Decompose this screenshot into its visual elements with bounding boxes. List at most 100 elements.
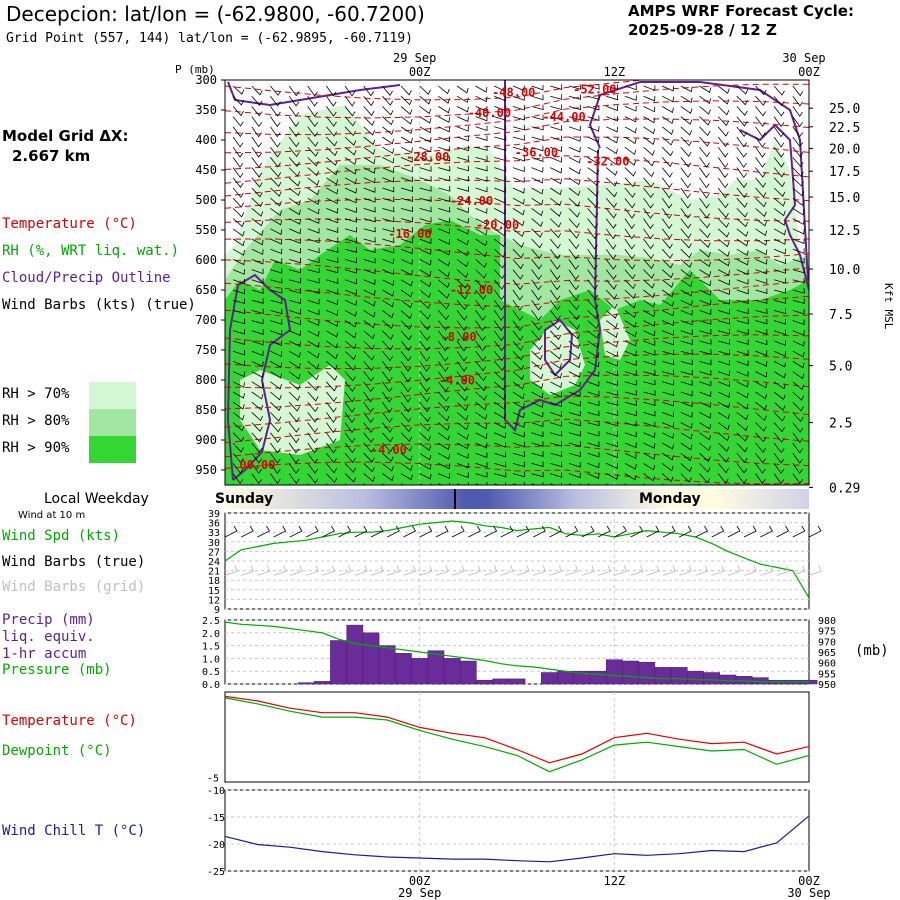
wind-barb	[755, 218, 767, 227]
wind-barb	[475, 186, 488, 193]
wind-barb	[419, 381, 430, 393]
wind-barb	[251, 238, 264, 246]
wind-barb	[773, 146, 785, 158]
wind-barb	[792, 340, 805, 347]
wind-barb	[773, 288, 787, 294]
wind-barb	[251, 288, 264, 294]
pressure-tick-label: 970	[818, 637, 836, 648]
wind-barb	[773, 422, 785, 433]
legend-temp2: Temperature (°C)	[2, 713, 137, 729]
wind-barb	[512, 279, 524, 291]
wind-barb	[680, 369, 693, 376]
precip-bar	[508, 678, 526, 685]
wind-barb-grid	[419, 565, 433, 576]
wind-barb	[736, 401, 749, 410]
wind-barb	[662, 369, 675, 376]
wind-barb	[680, 228, 692, 239]
wind-barb	[326, 350, 338, 360]
wind-barb	[643, 177, 655, 188]
wind-barb	[288, 361, 301, 369]
wind-barb	[512, 330, 524, 341]
wind-barb	[307, 247, 320, 254]
wind-barb	[736, 318, 749, 325]
wind-barb	[270, 340, 283, 347]
wind-barb	[419, 176, 432, 182]
wind-barb	[419, 310, 431, 320]
wind-barb	[512, 391, 525, 400]
wind-barb	[288, 106, 300, 117]
wind-barb	[755, 126, 766, 138]
wind-barb	[755, 401, 767, 411]
wind-barb	[568, 381, 581, 388]
wind-barb	[773, 228, 786, 236]
wind-barb	[307, 218, 320, 224]
wind-barb	[475, 269, 487, 279]
wind-barb	[699, 309, 712, 315]
wind-barb	[270, 197, 282, 207]
wind-barb	[587, 361, 600, 368]
wind-barb	[382, 350, 393, 362]
wind-barb	[363, 247, 376, 254]
wind-barb	[736, 208, 748, 218]
wind-barb	[662, 432, 674, 439]
wind-barb	[419, 156, 432, 162]
temperature-contour-line	[225, 334, 809, 370]
wind-barb	[270, 238, 283, 245]
wind-barb	[718, 279, 730, 286]
wind-barb-grid	[662, 565, 676, 576]
wind-barb	[251, 371, 264, 378]
wind-barb	[456, 472, 469, 479]
wind-barb	[494, 208, 507, 215]
wind-barb	[587, 371, 600, 377]
wind-tick-label: 33	[208, 528, 220, 539]
wind-barb	[494, 371, 506, 381]
wind-barb	[512, 248, 524, 259]
wind-barb	[550, 361, 562, 369]
wind-barb	[494, 361, 506, 371]
wind-barb	[605, 177, 618, 187]
wind-barb	[587, 84, 600, 90]
wind-barb	[755, 167, 766, 178]
wind-barb	[419, 227, 432, 234]
wind-barb	[363, 268, 376, 275]
wind-barb	[344, 412, 356, 423]
wind-barb	[251, 463, 263, 474]
wind-barb	[643, 289, 655, 299]
wind-barb	[512, 412, 525, 419]
wind-barb	[363, 391, 374, 403]
wind-barb	[680, 116, 693, 125]
wind-barb	[288, 208, 301, 216]
wind-barb	[307, 422, 319, 433]
wind-barb	[307, 299, 320, 305]
wind-barb	[493, 289, 505, 301]
wind-barb	[568, 228, 580, 239]
wind-barb	[531, 208, 544, 217]
wind-barb	[662, 349, 675, 356]
wind-barb	[605, 167, 618, 176]
wind-barb	[643, 218, 654, 230]
wind-barb	[550, 228, 562, 239]
wind-barb	[699, 228, 711, 239]
wind-barb	[773, 248, 786, 255]
wind-barb	[624, 340, 637, 347]
temperature-contour-line	[225, 418, 809, 444]
wind-barb-true	[338, 525, 352, 538]
wind-barb	[232, 177, 244, 188]
precip-bar	[719, 674, 737, 685]
wind-barb	[531, 104, 544, 111]
wind-barb	[531, 381, 544, 389]
wind-barb-grid	[679, 565, 692, 576]
wind-barb	[587, 340, 600, 349]
wind-barb-true	[662, 525, 676, 538]
wind-barb	[307, 227, 320, 234]
wind-barb	[288, 298, 302, 305]
wind-barb	[643, 330, 656, 337]
pressure-tick-label: 960	[818, 659, 836, 670]
wind-barb	[326, 207, 339, 214]
wind-barb	[382, 237, 395, 243]
wind-barb	[587, 136, 600, 143]
wind-barb	[382, 442, 394, 453]
wind-barb	[643, 106, 656, 113]
wind-barb	[662, 422, 674, 428]
